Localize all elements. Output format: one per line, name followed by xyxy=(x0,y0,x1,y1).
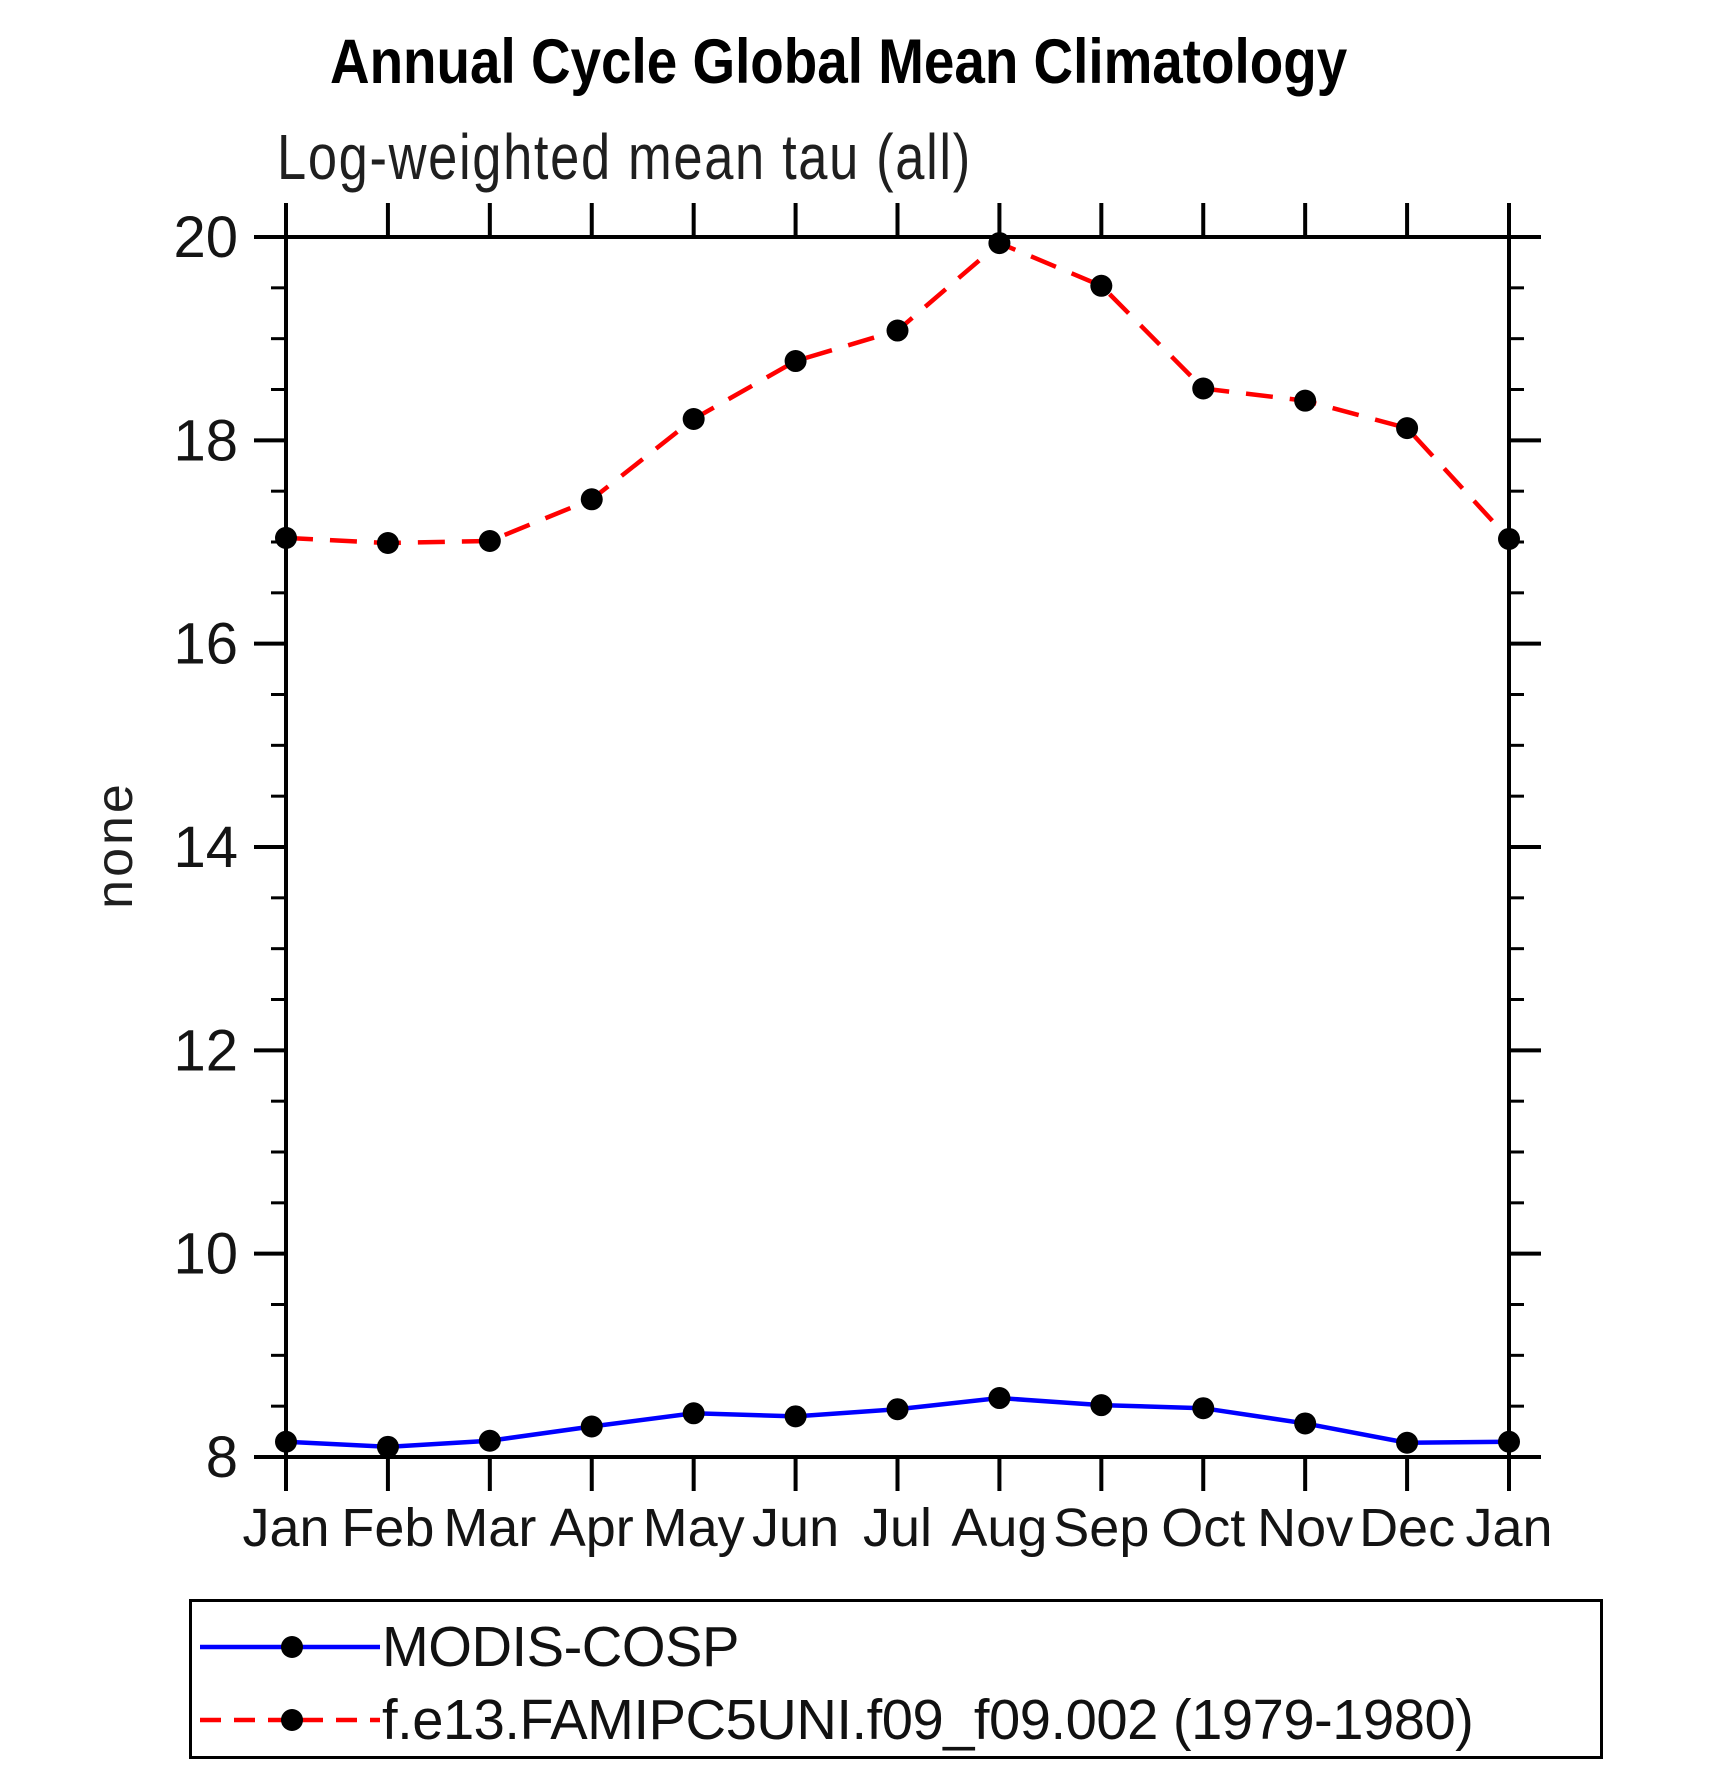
data-point-marker-s1 xyxy=(988,232,1011,255)
y-axis-tick-label: 10 xyxy=(173,1222,238,1287)
y-axis-tick-label: 14 xyxy=(173,815,238,880)
data-point-marker-s0 xyxy=(275,1430,297,1453)
data-point-marker-s1 xyxy=(478,529,501,552)
x-axis-tick-label: Jan xyxy=(1465,1498,1552,1558)
legend-entry-modis-cosp: MODIS-COSP xyxy=(200,1618,744,1675)
x-axis-tick-label: Feb xyxy=(341,1498,434,1558)
data-point-marker-s0 xyxy=(1192,1397,1215,1420)
data-point-marker-s1 xyxy=(784,350,807,373)
data-point-marker-s1 xyxy=(580,488,603,511)
x-axis-tick-label: May xyxy=(643,1498,745,1558)
data-point-marker-s0 xyxy=(580,1415,603,1438)
legend-marker-dot xyxy=(281,1636,303,1658)
y-axis-tick-label: 20 xyxy=(173,205,238,270)
y-axis-tick-label: 16 xyxy=(173,612,238,677)
x-axis-tick-label: Jan xyxy=(242,1498,329,1558)
series-line-1 xyxy=(285,240,1511,546)
legend-label-model: f.e13.FAMIPC5UNI.f09_f09.002 (1979-1980) xyxy=(382,1687,1474,1752)
x-axis-tick-label: Nov xyxy=(1257,1498,1353,1558)
data-point-marker-s1 xyxy=(1090,274,1113,297)
data-point-marker-s1 xyxy=(376,532,399,555)
chart-subtitle: Log-weighted mean tau (all) xyxy=(277,121,972,193)
legend-label-modis-cosp: MODIS-COSP xyxy=(382,1614,739,1679)
x-axis-tick-label: Mar xyxy=(443,1498,536,1558)
x-axis-tick-label: Apr xyxy=(550,1498,634,1558)
data-point-marker-s1 xyxy=(886,319,909,342)
data-point-marker-s0 xyxy=(682,1402,705,1425)
plot-frame xyxy=(284,235,1511,1459)
data-point-marker-s1 xyxy=(1192,377,1215,400)
x-axis-tick-label: Dec xyxy=(1359,1498,1455,1558)
legend-sample-modis-cosp xyxy=(200,1636,380,1658)
data-point-marker-s1 xyxy=(275,526,297,549)
data-point-marker-s0 xyxy=(886,1398,909,1421)
data-point-marker-s0 xyxy=(376,1435,399,1458)
data-point-marker-s0 xyxy=(1294,1412,1317,1435)
data-point-marker-s0 xyxy=(1396,1431,1419,1454)
legend-sample-model xyxy=(200,1709,380,1731)
legend-box: MODIS-COSP f.e13.FAMIPC5UNI.f09_f09.002 … xyxy=(189,1599,1603,1759)
data-point-marker-s0 xyxy=(1498,1430,1520,1453)
legend-entry-model: f.e13.FAMIPC5UNI.f09_f09.002 (1979-1980) xyxy=(200,1691,1490,1748)
data-point-marker-s1 xyxy=(1396,417,1419,440)
data-point-marker-s1 xyxy=(1294,389,1317,412)
data-point-marker-s0 xyxy=(478,1429,501,1452)
data-point-marker-s0 xyxy=(1090,1394,1113,1417)
data-point-marker-s0 xyxy=(988,1387,1011,1410)
x-axis-tick-label: Jun xyxy=(752,1498,839,1558)
x-axis-tick-label: Sep xyxy=(1053,1498,1149,1558)
x-axis-tick-label: Jul xyxy=(863,1498,932,1558)
data-point-marker-s0 xyxy=(784,1405,807,1428)
y-axis-tick-label: 12 xyxy=(173,1018,238,1083)
x-axis-tick-label: Oct xyxy=(1161,1498,1245,1558)
x-axis-tick-label: Aug xyxy=(951,1498,1047,1558)
y-axis-tick-label: 18 xyxy=(173,408,238,473)
y-axis-tick-label: 8 xyxy=(206,1425,238,1490)
data-point-marker-s1 xyxy=(1498,527,1520,550)
legend-marker-dot xyxy=(281,1709,303,1731)
chart-title: Annual Cycle Global Mean Climatology xyxy=(330,27,1348,97)
data-point-marker-s1 xyxy=(682,407,705,430)
